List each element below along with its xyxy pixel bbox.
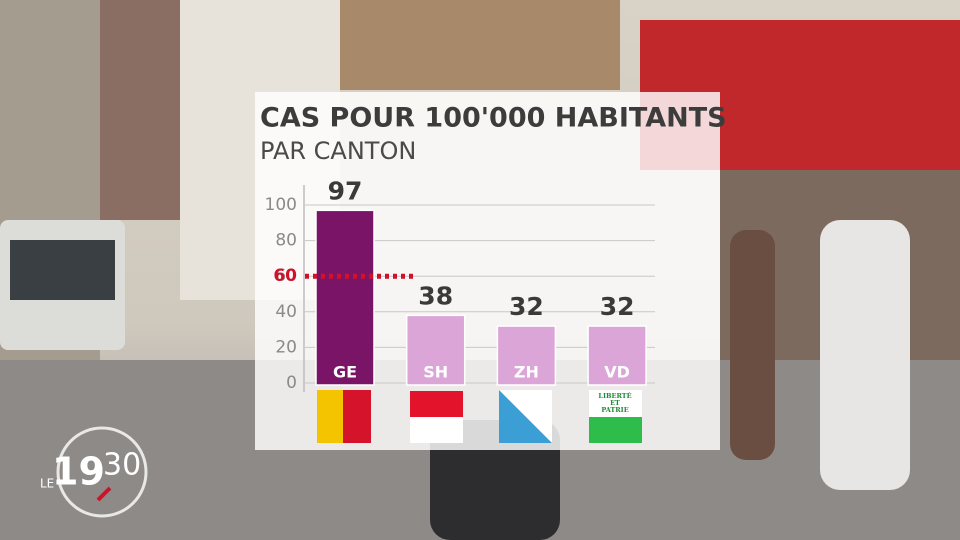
- logo-accent: [96, 486, 112, 502]
- value-label: 97: [328, 176, 363, 205]
- chart-subtitle: PAR CANTON: [260, 137, 416, 165]
- flag-zh-blue: [499, 390, 552, 443]
- reference-label: 60: [273, 266, 297, 286]
- y-tick-label: 20: [275, 337, 297, 357]
- bar: [587, 325, 647, 386]
- y-tick-label: 60: [275, 266, 297, 286]
- bar: [496, 325, 557, 386]
- bar: [405, 314, 466, 386]
- logo: LE 19 30: [40, 426, 148, 518]
- flag-motto: ET: [610, 399, 620, 407]
- flag-ge-right: [343, 390, 371, 443]
- flag-motto: LIBERTÉ: [598, 391, 631, 400]
- logo-minute: 30: [103, 448, 141, 483]
- value-label: 32: [509, 292, 544, 321]
- bar: [315, 209, 375, 386]
- value-label: 38: [418, 281, 453, 310]
- y-tick-label: 0: [286, 373, 297, 393]
- flag-ge-left: [317, 390, 343, 443]
- category-label: VD: [604, 363, 630, 382]
- flag-vd-top: [589, 390, 642, 417]
- logo-hour: 19: [52, 450, 105, 494]
- category-label: GE: [333, 363, 357, 382]
- category-label: SH: [423, 363, 448, 382]
- flags: [317, 390, 642, 443]
- logo-ring: [56, 426, 148, 518]
- flag-motto: PATRIE: [601, 406, 628, 414]
- category-label: ZH: [514, 363, 539, 382]
- chart-title: CAS POUR 100'000 HABITANTS: [260, 103, 727, 134]
- flag-vd-bottom: [589, 417, 642, 443]
- y-tick-label: 80: [275, 231, 297, 251]
- logo-prefix: LE: [40, 477, 54, 491]
- flag-sh-bottom: [410, 417, 463, 443]
- value-label: 32: [600, 292, 635, 321]
- y-tick-label: 100: [265, 195, 297, 215]
- flag-sh-top: [410, 391, 463, 417]
- y-tick-label: 40: [275, 302, 297, 322]
